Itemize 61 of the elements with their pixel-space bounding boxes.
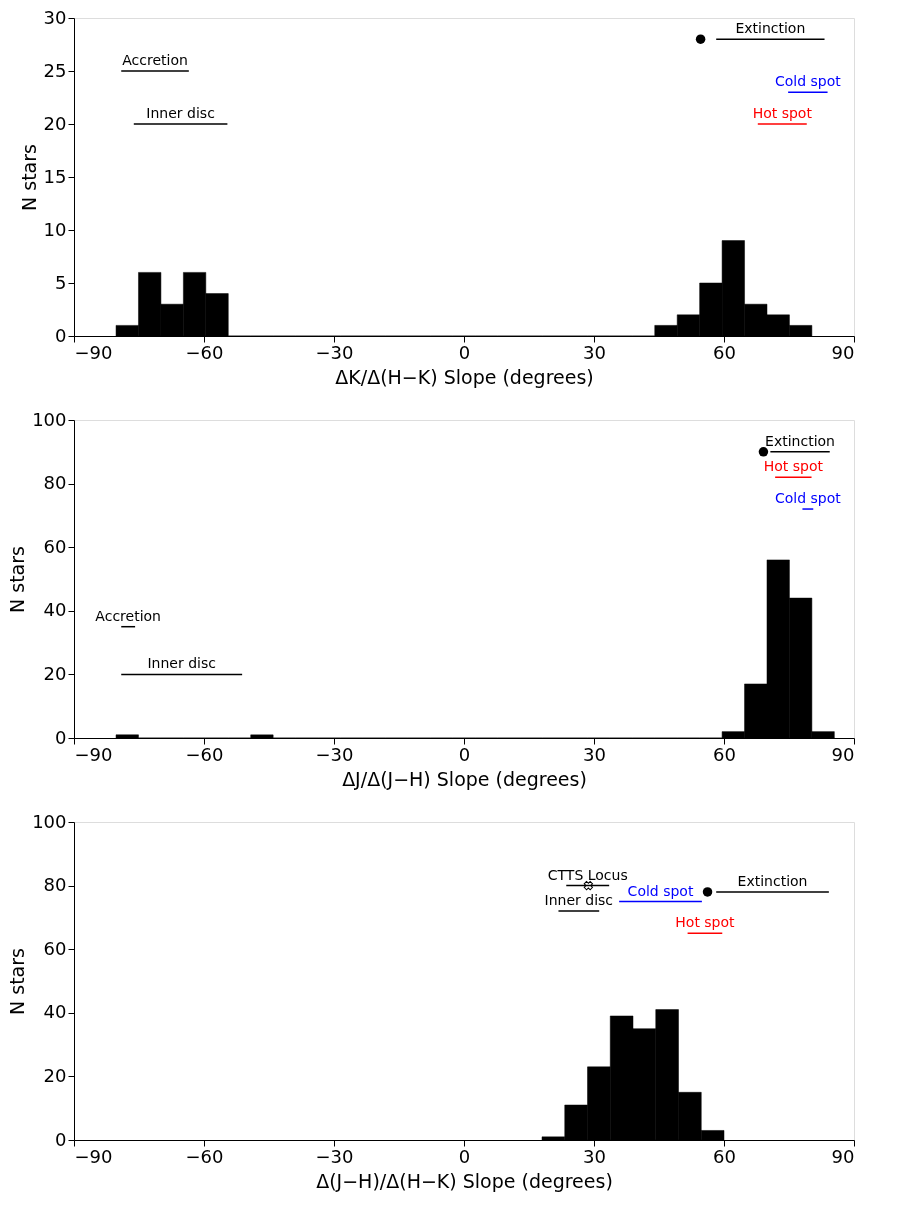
y-tick-label: 40 [43,1001,67,1023]
x-axis-title: Δ(J−H)/Δ(H−K) Slope (degrees) [316,1169,613,1192]
x-tick-label: 0 [458,743,471,765]
y-tick-label: 30 [43,6,67,28]
y-axis-title: N stars [17,144,40,211]
x-tick-label: 90 [831,743,855,765]
series-label: Cold spot [627,882,694,899]
series-label: Extinction [765,432,835,449]
y-tick-label: 80 [43,874,67,896]
x-tick-label: −60 [185,341,224,363]
x-tick-label: −30 [315,743,354,765]
x-tick-label: 60 [713,743,736,765]
x-tick-label: −90 [74,341,113,363]
x-tick-label: −90 [74,743,113,765]
y-tick-label: 0 [55,1128,67,1150]
y-tick-label: 60 [43,535,67,557]
y-tick-label: 25 [43,59,67,81]
series-label: Cold spot [774,73,842,90]
x-tick-label: 30 [583,341,606,363]
x-tick-label: −60 [185,743,224,765]
y-tick-label: 20 [43,662,67,684]
x-tick-label: 30 [583,743,606,765]
y-tick-label: 40 [43,599,67,621]
y-tick-label: 100 [32,408,67,430]
y-tick-label: 0 [55,726,67,748]
series-label: Inner disc [146,105,215,121]
x-axis-title: ΔK/Δ(H−K) Slope (degrees) [335,365,594,388]
x-tick-label: 60 [713,341,736,363]
x-axis-title: ΔJ/Δ(J−H) Slope (degrees) [342,767,587,790]
series-label: CTTS Locus [547,866,628,883]
y-tick-label: 15 [43,165,67,187]
series-label: Hot spot [675,914,736,931]
x-tick-label: 30 [583,1145,606,1167]
y-tick-label: 10 [43,218,67,240]
x-tick-label: −60 [185,1145,224,1167]
series-label: Extinction [737,872,808,889]
series-label: Inner disc [147,655,216,672]
y-tick-label: 20 [43,112,67,134]
y-tick-label: 5 [55,271,67,293]
series-label: Hot spot [752,105,813,121]
x-tick-label: 90 [831,1145,855,1167]
x-tick-label: −90 [74,1145,113,1167]
series-label: Inner disc [544,892,614,909]
y-axis-title: N stars [6,546,29,613]
y-tick-label: 80 [43,472,67,494]
y-tick-label: 100 [32,810,67,832]
legend-label: Accretion [95,607,161,624]
x-tick-label: 90 [831,341,855,363]
x-tick-label: −30 [315,341,354,363]
y-tick-label: 20 [43,1064,67,1086]
series-label: Hot spot [763,458,824,475]
x-tick-label: −30 [315,1145,354,1167]
series-label: Accretion [122,52,188,68]
x-tick-label: 0 [458,1145,471,1167]
series-label: Extinction [735,20,806,37]
y-tick-label: 60 [43,937,67,959]
series-label: Cold spot [774,490,842,507]
x-tick-label: 60 [713,1145,736,1167]
y-tick-label: 0 [55,324,67,346]
y-axis-title: N stars [6,948,29,1015]
x-tick-label: 0 [458,341,471,363]
